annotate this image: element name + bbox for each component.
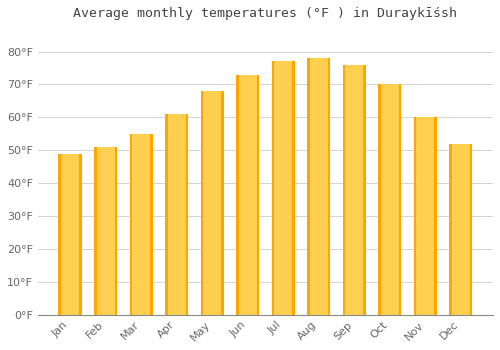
- Bar: [130, 134, 152, 315]
- Bar: [345, 65, 363, 315]
- Bar: [94, 147, 117, 315]
- Bar: [450, 144, 472, 315]
- Bar: [200, 91, 224, 315]
- Bar: [132, 134, 150, 315]
- Bar: [238, 75, 256, 315]
- Bar: [342, 65, 366, 315]
- Bar: [452, 144, 470, 315]
- Bar: [307, 58, 330, 315]
- Bar: [96, 147, 114, 315]
- Bar: [203, 91, 221, 315]
- Bar: [236, 75, 259, 315]
- Bar: [168, 114, 186, 315]
- Bar: [272, 62, 294, 315]
- Bar: [414, 117, 437, 315]
- Bar: [165, 114, 188, 315]
- Bar: [310, 58, 328, 315]
- Bar: [416, 117, 434, 315]
- Title: Average monthly temperatures (°F ) in Duraykīśsh: Average monthly temperatures (°F ) in Du…: [74, 7, 458, 20]
- Bar: [61, 154, 79, 315]
- Bar: [274, 62, 292, 315]
- Bar: [381, 84, 399, 315]
- Bar: [58, 154, 82, 315]
- Bar: [378, 84, 402, 315]
